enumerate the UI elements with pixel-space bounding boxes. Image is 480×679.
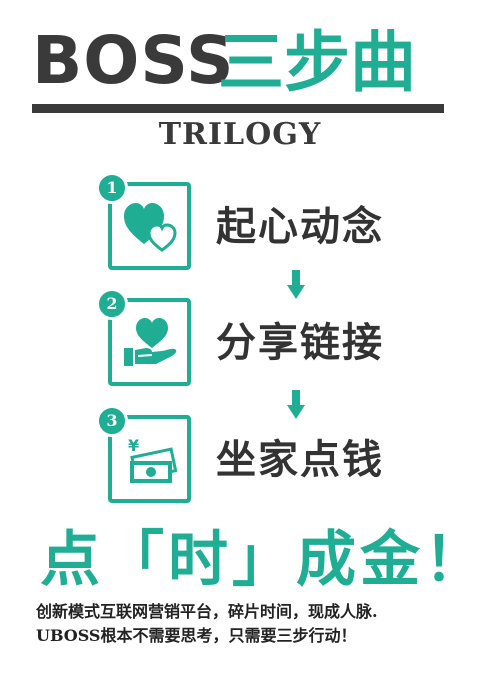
step-1-badge: 1 bbox=[96, 172, 128, 204]
currency-symbol: ¥ bbox=[128, 436, 139, 455]
step-1-card bbox=[108, 182, 191, 270]
description-line-1: 创新模式互联网营销平台，碎片时间，现成人脉. bbox=[36, 602, 378, 621]
hand-heart-icon bbox=[124, 318, 177, 366]
slogan: 点「时」成金！ bbox=[40, 525, 480, 595]
step-1-label: 起心动念 bbox=[216, 204, 384, 250]
step-3-badge: 3 bbox=[96, 405, 128, 437]
arrow-down-icon bbox=[287, 270, 305, 299]
subtitle-trilogy: TRILOGY bbox=[158, 117, 322, 152]
header-divider bbox=[32, 104, 444, 113]
description-line-2: UBOSS根本不需要思考，只需要三步行动！ bbox=[36, 626, 357, 645]
money-icon: ¥ bbox=[128, 436, 178, 483]
step-2-label: 分享链接 bbox=[216, 320, 384, 366]
title-boss: BOSS bbox=[32, 22, 235, 99]
arrow-down-icon bbox=[287, 390, 305, 419]
step-3-label: 坐家点钱 bbox=[216, 437, 384, 483]
hearts-icon bbox=[124, 203, 177, 252]
title-trilogy-chinese: 三步曲 bbox=[218, 24, 416, 101]
step-2-badge: 2 bbox=[96, 288, 128, 320]
